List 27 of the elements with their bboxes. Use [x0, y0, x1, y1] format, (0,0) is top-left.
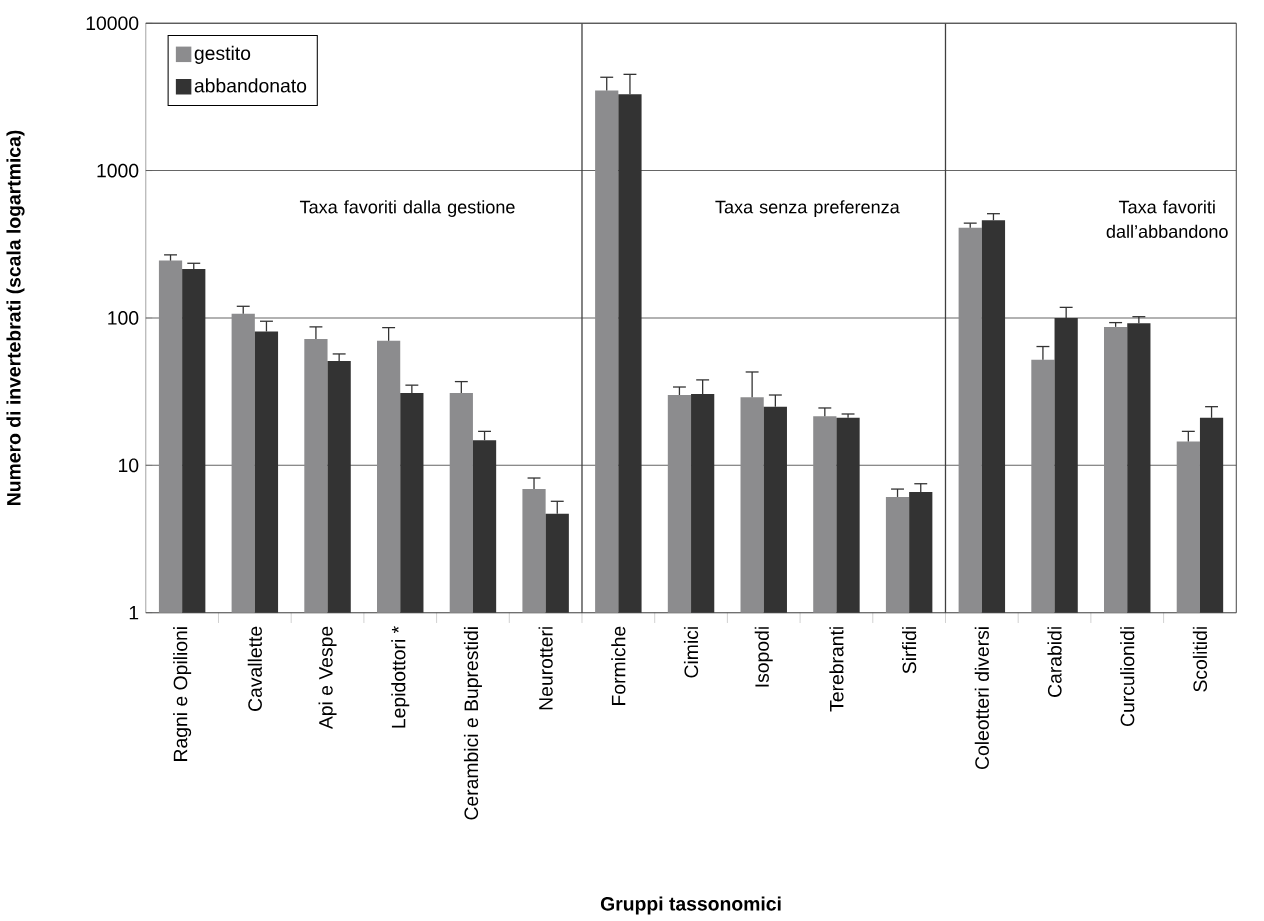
legend-label: abbandonato	[194, 78, 307, 93]
x-tick-label: Curculionidi	[1120, 627, 1135, 727]
y-axis-title: Numero di invertebrati (scala logartmica)	[6, 130, 25, 505]
x-tick-label: Terebranti	[829, 627, 844, 712]
x-tick-label: Coleotteri diversi	[974, 627, 989, 770]
y-tick-label: 10000	[86, 16, 139, 31]
x-tick-label: Api e Vespe	[318, 626, 337, 730]
x-tick-label: Sirfidi	[902, 627, 917, 674]
y-tick-label: 100	[108, 311, 139, 325]
x-tick-label: Formiche	[611, 626, 626, 705]
annotation: Taxa favoriti dalla gestione	[299, 200, 515, 218]
annotation: Taxa senza preferenza	[715, 200, 900, 217]
legend-label: gestito	[194, 45, 251, 64]
x-tick-label: Cimici	[683, 627, 699, 678]
y-tick-label: 1	[129, 606, 139, 620]
x-tick-label: Cavallette	[247, 626, 262, 711]
x-axis-title: Gruppi tassonomici	[600, 896, 781, 915]
x-tick-label: Scolitidi	[1192, 627, 1208, 692]
x-tick-label: Isopodi	[754, 627, 773, 687]
y-tick-label: 10	[119, 458, 139, 473]
x-tick-label: Cerambici e Buprestidi	[463, 627, 482, 820]
x-tick-label: Ragni e Opilioni	[173, 627, 192, 761]
y-tick-label: 1000	[97, 163, 139, 178]
x-tick-label: Neurotteri	[538, 627, 553, 710]
annotation: Taxa favoriti dall’abbandono	[1106, 200, 1228, 238]
x-tick-label: Carabidi	[1047, 627, 1062, 697]
x-tick-label: Lepidottori *	[391, 626, 410, 728]
